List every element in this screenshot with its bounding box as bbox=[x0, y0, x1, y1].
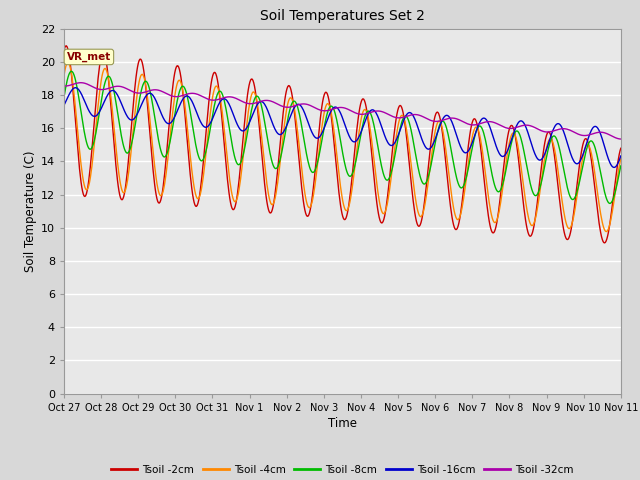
Tsoil -2cm bbox=[617, 145, 625, 151]
Legend: Tsoil -2cm, Tsoil -4cm, Tsoil -8cm, Tsoil -16cm, Tsoil -32cm: Tsoil -2cm, Tsoil -4cm, Tsoil -8cm, Tsoi… bbox=[107, 461, 578, 479]
Tsoil -32cm bbox=[411, 112, 419, 118]
Tsoil -32cm bbox=[214, 96, 222, 102]
Tsoil -2cm bbox=[214, 81, 222, 87]
Tsoil -16cm bbox=[214, 103, 222, 108]
Tsoil -8cm bbox=[428, 162, 435, 168]
Tsoil -8cm bbox=[411, 147, 419, 153]
Tsoil -32cm bbox=[60, 83, 68, 89]
Tsoil -8cm bbox=[60, 94, 68, 100]
Tsoil -2cm bbox=[63, 43, 70, 48]
Tsoil -4cm bbox=[64, 60, 72, 65]
Text: VR_met: VR_met bbox=[67, 52, 111, 62]
Line: Tsoil -2cm: Tsoil -2cm bbox=[64, 46, 621, 243]
Tsoil -8cm bbox=[214, 90, 222, 96]
Tsoil -16cm bbox=[60, 102, 68, 108]
Tsoil -8cm bbox=[617, 163, 625, 169]
Line: Tsoil -8cm: Tsoil -8cm bbox=[64, 72, 621, 204]
Tsoil -4cm bbox=[71, 99, 79, 105]
Tsoil -16cm bbox=[70, 85, 78, 91]
Y-axis label: Soil Temperature (C): Soil Temperature (C) bbox=[24, 150, 36, 272]
Tsoil -8cm bbox=[128, 138, 136, 144]
Tsoil -4cm bbox=[60, 73, 68, 79]
Tsoil -4cm bbox=[617, 156, 625, 162]
Tsoil -16cm bbox=[72, 85, 79, 91]
Tsoil -4cm bbox=[428, 156, 435, 162]
Tsoil -2cm bbox=[60, 48, 68, 53]
Tsoil -16cm bbox=[610, 165, 618, 170]
Tsoil -32cm bbox=[185, 91, 193, 96]
Tsoil -2cm bbox=[71, 111, 79, 117]
Tsoil -2cm bbox=[185, 155, 193, 161]
Tsoil -8cm bbox=[606, 201, 614, 206]
Tsoil -4cm bbox=[602, 228, 610, 234]
Tsoil -4cm bbox=[185, 138, 193, 144]
Tsoil -32cm bbox=[617, 136, 625, 142]
Line: Tsoil -32cm: Tsoil -32cm bbox=[64, 83, 621, 139]
Tsoil -4cm bbox=[128, 138, 136, 144]
Tsoil -16cm bbox=[128, 117, 136, 123]
Tsoil -32cm bbox=[428, 118, 435, 123]
X-axis label: Time: Time bbox=[328, 417, 357, 430]
Tsoil -4cm bbox=[411, 192, 419, 197]
Tsoil -2cm bbox=[428, 138, 435, 144]
Tsoil -8cm bbox=[71, 75, 79, 81]
Tsoil -2cm bbox=[411, 210, 419, 216]
Title: Soil Temperatures Set 2: Soil Temperatures Set 2 bbox=[260, 10, 425, 24]
Line: Tsoil -4cm: Tsoil -4cm bbox=[64, 62, 621, 231]
Tsoil -2cm bbox=[601, 240, 609, 246]
Line: Tsoil -16cm: Tsoil -16cm bbox=[64, 88, 621, 168]
Tsoil -16cm bbox=[185, 94, 193, 99]
Tsoil -16cm bbox=[411, 116, 419, 122]
Tsoil -32cm bbox=[70, 81, 78, 87]
Tsoil -4cm bbox=[214, 85, 222, 91]
Tsoil -8cm bbox=[68, 69, 76, 74]
Tsoil -16cm bbox=[617, 153, 625, 159]
Tsoil -16cm bbox=[428, 144, 435, 150]
Tsoil -2cm bbox=[128, 114, 136, 120]
Tsoil -32cm bbox=[77, 80, 85, 85]
Tsoil -8cm bbox=[185, 100, 193, 106]
Tsoil -32cm bbox=[128, 89, 136, 95]
